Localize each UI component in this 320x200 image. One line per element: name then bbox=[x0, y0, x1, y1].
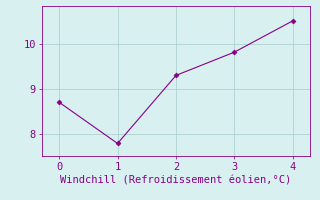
X-axis label: Windchill (Refroidissement éolien,°C): Windchill (Refroidissement éolien,°C) bbox=[60, 176, 292, 186]
